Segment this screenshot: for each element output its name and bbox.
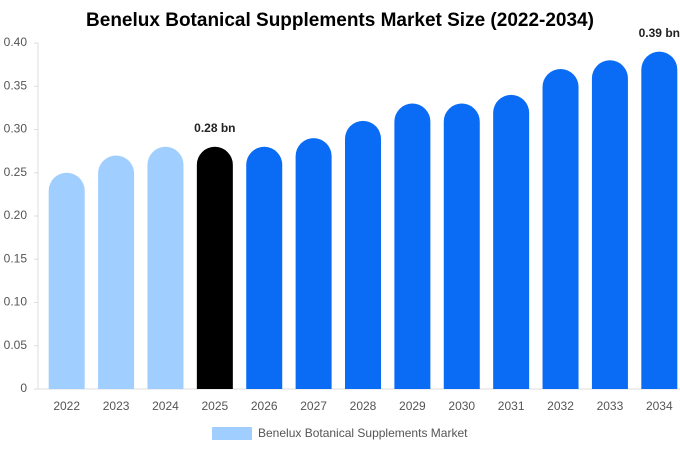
y-tick-label: 0.15 [4,251,28,265]
y-tick-label: 0.25 [4,165,28,179]
x-tick-label: 2026 [251,399,278,413]
value-label: 0.39 bn [639,26,680,40]
legend-label: Benelux Botanical Supplements Market [258,426,468,440]
x-tick-label: 2032 [547,399,574,413]
bar [147,146,184,389]
value-label: 0.28 bn [194,121,235,135]
x-tick-label: 2023 [103,399,130,413]
bar [98,155,135,389]
x-tick-label: 2027 [300,399,327,413]
bar [345,120,381,389]
bar [542,68,579,389]
legend-swatch [212,427,252,440]
y-tick-label: 0.05 [4,338,28,352]
x-tick-label: 2028 [350,399,377,413]
y-tick-label: 0.40 [4,35,28,49]
bar [246,146,283,389]
bar [641,51,678,390]
y-tick-label: 0.35 [4,78,28,92]
x-tick-label: 2031 [498,399,525,413]
x-tick-label: 2022 [53,399,80,413]
bar [443,103,480,390]
chart-title: Benelux Botanical Supplements Market Siz… [86,10,594,31]
x-tick-label: 2030 [448,399,475,413]
bar [196,146,233,389]
bar [493,94,530,389]
y-tick-label: 0.20 [4,208,28,222]
y-tick-label: 0 [20,381,27,395]
bar [48,172,85,389]
x-tick-label: 2025 [201,399,228,413]
bar [295,138,332,389]
y-tick-label: 0.10 [4,295,28,309]
bar [394,103,431,390]
bar [591,60,628,389]
y-tick-label: 0.30 [4,122,28,136]
x-tick-label: 2024 [152,399,179,413]
x-tick-label: 2034 [646,399,673,413]
x-tick-label: 2033 [597,399,624,413]
x-tick-label: 2029 [399,399,426,413]
